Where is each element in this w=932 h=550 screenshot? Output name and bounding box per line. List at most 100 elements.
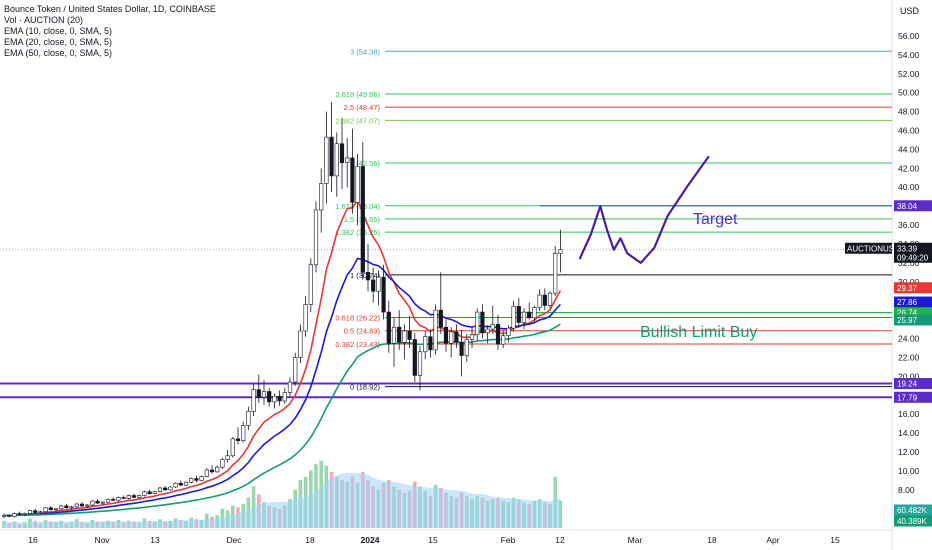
- candle-body: [386, 311, 391, 344]
- candle-body: [355, 166, 360, 203]
- countdown-value: 09:49:20: [897, 253, 929, 262]
- fib-level-label: 3 (54.38): [350, 47, 381, 56]
- candle-body: [527, 311, 532, 319]
- candle-body: [360, 166, 365, 273]
- candle-body: [412, 339, 417, 376]
- candle-body: [1, 515, 7, 517]
- candle-body: [220, 459, 225, 468]
- volume-ma-area: [4, 472, 561, 528]
- candle-body: [142, 491, 147, 496]
- fib-level-label: 1 (30.74): [350, 271, 381, 280]
- projection-path: [578, 155, 710, 264]
- target-annotation: Target: [693, 211, 738, 228]
- candle-body: [303, 304, 308, 332]
- x-tick-label: Nov: [94, 535, 110, 545]
- candle-body: [495, 324, 501, 345]
- candle-body: [69, 506, 74, 509]
- candle-body: [126, 495, 131, 499]
- x-tick-label: 18: [305, 535, 315, 545]
- last-price-value: 33.39: [897, 244, 918, 253]
- candle-body: [168, 486, 173, 491]
- price-tag-label: 26.74: [897, 309, 918, 318]
- y-tick-label: 40.00: [898, 182, 920, 192]
- candle-body: [443, 326, 449, 344]
- candle-body: [261, 391, 267, 398]
- candle-body: [521, 311, 527, 323]
- x-tick-label: 15: [428, 535, 438, 545]
- candle-body: [199, 476, 204, 481]
- x-tick-label: Apr: [766, 535, 779, 545]
- candle-body: [152, 491, 157, 494]
- y-tick-label: 56.00: [898, 31, 920, 41]
- y-tick-label: 48.00: [898, 107, 920, 117]
- candle-body: [454, 331, 459, 343]
- candle-body: [313, 209, 319, 266]
- candle-body: [111, 499, 116, 501]
- price-tag: [894, 200, 932, 212]
- y-tick-label: 36.00: [898, 220, 920, 230]
- price-tag-label: 19.24: [897, 380, 918, 389]
- y-tick-label: 22.00: [898, 352, 920, 362]
- candle-body: [100, 501, 105, 504]
- candle-body: [277, 395, 282, 402]
- candle-body: [163, 487, 168, 491]
- last-price-tag: [894, 242, 932, 263]
- fib-level-label: 2.382 (47.07): [335, 116, 380, 125]
- candle-body: [381, 276, 386, 313]
- price-tag-label: 40.389K: [897, 517, 927, 526]
- x-tick-label: 13: [150, 535, 160, 545]
- limit-buy-annotation: Bullish Limit Buy: [640, 324, 757, 341]
- candle-body: [116, 497, 121, 501]
- candle-body: [225, 455, 230, 460]
- legend-ema50: EMA (50, close, 0, SMA, 5): [4, 48, 113, 58]
- candle-body: [485, 328, 490, 334]
- fib-level-label: 2.618 (49.86): [335, 90, 380, 99]
- candle-body: [173, 482, 178, 488]
- candle-body: [558, 249, 563, 254]
- y-tick-label: 44.00: [898, 144, 920, 154]
- candle-body: [79, 503, 85, 507]
- candle-body: [178, 482, 183, 486]
- candle-body: [147, 491, 152, 494]
- legend-title: Bounce Token / United States Dollar, 1D,…: [4, 4, 216, 14]
- candle-body: [95, 500, 100, 504]
- candle-body: [293, 357, 298, 383]
- candle-body: [553, 253, 558, 294]
- candle-body: [501, 335, 506, 345]
- price-tag-label: 60.482K: [897, 506, 927, 515]
- horizontal-lines: [0, 205, 892, 399]
- price-tag-label: 17.79: [897, 393, 918, 402]
- y-tick-label: 8.00: [898, 485, 915, 495]
- y-tick-label: 30.00: [898, 277, 920, 287]
- candle-body: [157, 487, 163, 493]
- candle-body: [241, 425, 246, 441]
- volume-bars: [2, 460, 563, 528]
- candle-body: [246, 411, 251, 426]
- candle-body: [235, 438, 241, 441]
- y-tick-label: 16.00: [898, 409, 920, 419]
- candle-body: [17, 513, 22, 515]
- x-tick-label: Mar: [628, 535, 643, 545]
- candle-body: [22, 513, 27, 515]
- y-tick-label: 46.00: [898, 126, 920, 136]
- fib-level-label: 2.5 (48.47): [344, 103, 381, 112]
- candle-body: [371, 279, 376, 292]
- currency-label: USD: [900, 6, 920, 16]
- price-tag: [894, 504, 932, 516]
- candle-body: [64, 505, 69, 509]
- candle-body: [407, 330, 412, 340]
- candle-body: [365, 272, 371, 281]
- candles: [1, 102, 563, 519]
- symbol-tag: [845, 242, 892, 254]
- ema50-line: [4, 323, 561, 517]
- legend-ema10: EMA (10, close, 0, SMA, 5): [4, 26, 113, 36]
- candle-body: [183, 481, 189, 486]
- candle-body: [33, 510, 38, 513]
- candle-body: [48, 507, 53, 511]
- candle-body: [251, 389, 256, 412]
- candle-body: [59, 505, 64, 510]
- candle-body: [282, 392, 287, 402]
- fib-level-label: 0.618 (26.22): [335, 314, 380, 323]
- price-tag: [894, 515, 932, 527]
